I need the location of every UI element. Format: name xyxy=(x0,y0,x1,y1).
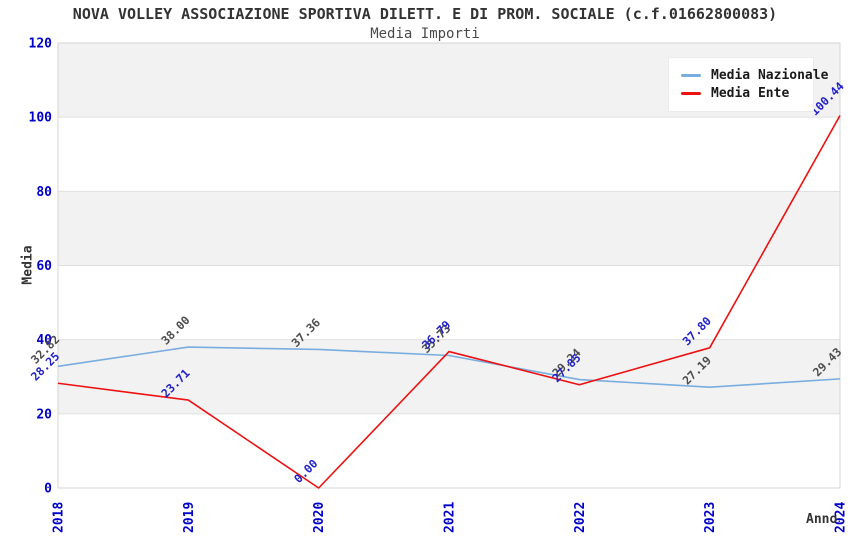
x-tick-label: 2020 xyxy=(312,502,327,533)
y-tick-label: 120 xyxy=(29,37,53,52)
y-tick-label: 0 xyxy=(44,482,52,497)
x-tick-label: 2024 xyxy=(834,502,849,533)
plot-border xyxy=(57,42,841,489)
legend-item-ente: Media Ente xyxy=(681,86,803,101)
legend-label-nazionale: Media Nazionale xyxy=(711,68,829,83)
x-tick-label: 2019 xyxy=(182,502,197,533)
series-line-ente xyxy=(57,115,841,489)
legend: Media Nazionale Media Ente xyxy=(668,57,828,112)
x-tick-label: 2022 xyxy=(573,502,588,533)
chart-title: NOVA VOLLEY ASSOCIAZIONE SPORTIVA DILETT… xyxy=(72,5,778,23)
y-tick-label: 20 xyxy=(36,407,52,422)
legend-label-ente: Media Ente xyxy=(711,86,790,101)
x-axis-title: Anno xyxy=(806,512,838,527)
legend-swatch-ente-icon xyxy=(681,92,701,95)
y-axis-title: Media xyxy=(20,245,36,285)
plot-band xyxy=(58,191,840,266)
x-tick-label: 2021 xyxy=(443,502,458,533)
y-tick-label: 100 xyxy=(29,111,53,126)
series-line-nazionale xyxy=(57,346,841,388)
x-tick-label: 2023 xyxy=(703,502,718,533)
y-tick-label: 60 xyxy=(36,259,52,274)
legend-swatch-nazionale-icon xyxy=(681,74,701,77)
y-tick-label: 80 xyxy=(36,185,52,200)
x-tick-label: 2018 xyxy=(52,502,67,533)
y-tick-label: 40 xyxy=(36,333,52,348)
data-label-ente: 0.00 xyxy=(291,456,321,486)
chart-subtitle: Media Importi xyxy=(370,26,480,42)
legend-item-nazionale: Media Nazionale xyxy=(681,68,828,83)
